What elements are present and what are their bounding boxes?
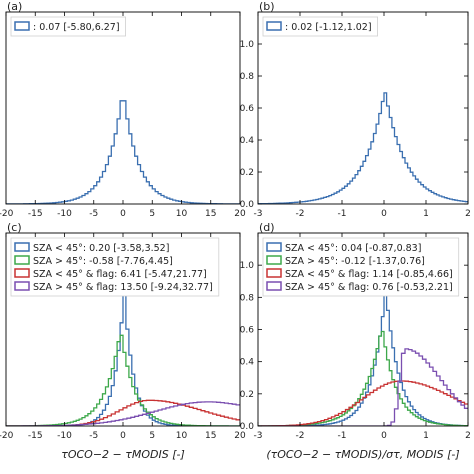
x-tick-label: -3: [254, 209, 263, 219]
x-tick-label: -10: [57, 209, 72, 219]
legend-entry: SZA < 45°: 0.20 [-3.58,3.52]: [33, 243, 169, 254]
x-tick-label: -20: [0, 431, 14, 441]
legend-swatch: [14, 21, 30, 31]
x-tick-label: 0: [381, 431, 387, 441]
x-tick-label: -5: [89, 431, 98, 441]
panel-3: -3 -2 -1 0 1 2 0.0 0.2 0.4 0.6 0.8 1.0 (d) SZA < 45°:…: [240, 221, 471, 461]
plot-area: [6, 292, 240, 426]
panel-label: (c): [7, 221, 22, 234]
legend-entry: SZA > 45° & flag: 13.50 [-9.24,32.77]: [33, 282, 213, 293]
y-tick-label: 0.4: [240, 358, 255, 368]
x-tick-label: 0: [120, 431, 126, 441]
x-tick-label: 15: [205, 209, 216, 219]
x-tick-label: 1: [423, 209, 429, 219]
x-tick-label: -15: [28, 431, 43, 441]
legend-swatch: [266, 242, 282, 252]
x-tick-label: 5: [149, 431, 155, 441]
hist-series-0: [6, 292, 240, 426]
y-tick-label: 1.0: [240, 261, 255, 271]
legend: SZA < 45°: 0.04 [-0.87,0.83] SZA > 45°: -…: [262, 237, 460, 297]
y-tick-label: 0.6: [240, 326, 255, 336]
legend-box: [262, 237, 460, 297]
hist-series-0: [258, 292, 468, 426]
axes-frame: [257, 11, 469, 205]
legend: : 0.02 [-1.12,1.02]: [262, 16, 378, 37]
y-tick-label: 0.2: [240, 390, 254, 400]
axes-frame: [5, 11, 241, 205]
y-tick-label: 0.0: [240, 200, 255, 210]
x-tick-label: 5: [149, 209, 155, 219]
x-tick-label: -2: [296, 209, 305, 219]
x-tick-label: -3: [254, 431, 263, 441]
panel-label: (d): [259, 221, 275, 234]
hist-series-3: [258, 348, 468, 426]
x-tick-label: 20: [234, 431, 246, 441]
legend-swatch: [14, 268, 30, 278]
legend-box: [10, 16, 126, 37]
x-tick-label: 20: [234, 209, 246, 219]
legend: : 0.07 [-5.80,6.27]: [10, 16, 126, 37]
hist-series-2: [258, 380, 468, 426]
x-tick-label: 2: [465, 431, 471, 441]
legend-entry: : 0.02 [-1.12,1.02]: [285, 22, 372, 33]
plot-area: [258, 92, 468, 204]
x-tick-label: 0: [120, 209, 126, 219]
x-tick-label: -2: [296, 431, 305, 441]
x-tick-label: 15: [205, 431, 216, 441]
panel-label: (a): [7, 0, 22, 13]
legend-swatch: [14, 255, 30, 265]
legend-entry: SZA > 45° & flag: 0.76 [-0.53,2.21]: [285, 282, 453, 293]
legend-entry: SZA > 45°: -0.58 [-7.76,4.45]: [33, 256, 173, 267]
legend: SZA < 45°: 0.20 [-3.58,3.52] SZA > 45°: -…: [10, 237, 220, 297]
y-tick-label: 0.0: [240, 422, 255, 432]
legend-entry: SZA > 45°: -0.12 [-1.37,0.76]: [285, 256, 425, 267]
hist-series-0: [258, 92, 468, 204]
x-tick-label: -10: [57, 431, 72, 441]
x-tick-label: 10: [176, 431, 188, 441]
x-axis-label: τOCO−2 − τMODIS [-]: [61, 448, 185, 461]
panel-1: -3 -2 -1 0 1 2 0.0 0.2 0.4 0.6 0.8 1.0 (b) : 0.02 [-1…: [240, 0, 471, 219]
y-tick-label: 1.0: [240, 40, 255, 50]
legend-entry: SZA < 45°: 0.04 [-0.87,0.83]: [285, 243, 421, 254]
legend-box: [262, 16, 378, 37]
legend-swatch: [266, 268, 282, 278]
y-tick-label: 0.4: [240, 136, 255, 146]
x-tick-label: -15: [28, 209, 43, 219]
panel-2: -20 -15 -10 -5 0 5 10 15 20 (c) SZA < 45°: 0.20 [-…: [0, 221, 246, 461]
plot-area: [6, 100, 240, 204]
hist-series-1: [258, 330, 468, 426]
x-tick-label: 2: [465, 209, 471, 219]
panel-label: (b): [259, 0, 275, 13]
legend-entry: : 0.07 [-5.80,6.27]: [33, 22, 120, 33]
hist-series-1: [6, 334, 240, 426]
legend-swatch: [14, 281, 30, 291]
legend-entry: SZA < 45° & flag: 6.41 [-5.47,21.77]: [33, 269, 207, 280]
y-tick-label: 0.2: [240, 168, 254, 178]
y-tick-label: 0.8: [240, 72, 255, 82]
plot-area: [258, 292, 468, 426]
x-tick-label: -20: [0, 209, 14, 219]
x-tick-label: 0: [381, 209, 387, 219]
legend-swatch: [266, 281, 282, 291]
legend-entry: SZA < 45° & flag: 1.14 [-0.85,4.66]: [285, 269, 453, 280]
hist-series-0: [6, 100, 240, 204]
x-tick-label: -1: [338, 209, 347, 219]
panel-0: -20 -15 -10 -5 0 5 10 15 20 (a) : 0.07 [-5.80,6.27…: [0, 0, 246, 219]
x-tick-label: 10: [176, 209, 188, 219]
legend-box: [10, 237, 220, 297]
legend-swatch: [266, 21, 282, 31]
y-tick-label: 0.8: [240, 293, 255, 303]
x-tick-label: 1: [423, 431, 429, 441]
x-tick-label: -5: [89, 209, 98, 219]
legend-swatch: [14, 242, 30, 252]
legend-swatch: [266, 255, 282, 265]
x-tick-label: -1: [338, 431, 347, 441]
y-tick-label: 0.6: [240, 104, 255, 114]
x-axis-label: (τOCO−2 − τMODIS)/στ, MODIS [-]: [266, 448, 459, 461]
